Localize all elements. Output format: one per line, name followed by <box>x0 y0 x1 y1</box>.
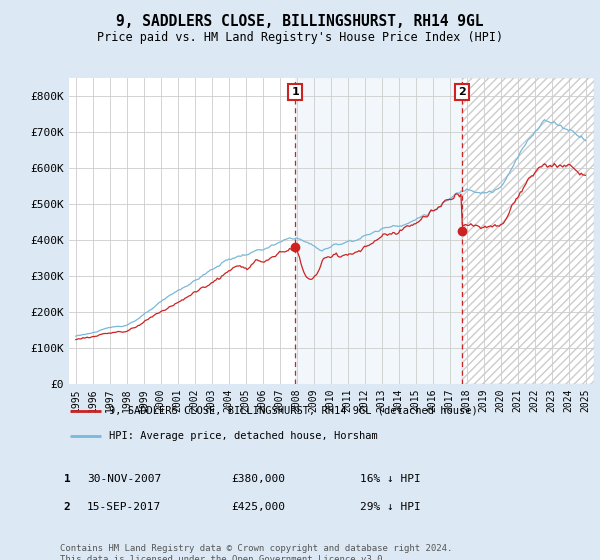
Text: £425,000: £425,000 <box>231 502 285 512</box>
Text: 9, SADDLERS CLOSE, BILLINGSHURST, RH14 9GL (detached house): 9, SADDLERS CLOSE, BILLINGSHURST, RH14 9… <box>109 406 478 416</box>
Text: 1: 1 <box>64 474 70 484</box>
Bar <box>295 78 461 384</box>
Text: HPI: Average price, detached house, Horsham: HPI: Average price, detached house, Hors… <box>109 431 378 441</box>
Text: Contains HM Land Registry data © Crown copyright and database right 2024.
This d: Contains HM Land Registry data © Crown c… <box>60 544 452 560</box>
Text: 16% ↓ HPI: 16% ↓ HPI <box>360 474 421 484</box>
Text: 9, SADDLERS CLOSE, BILLINGSHURST, RH14 9GL: 9, SADDLERS CLOSE, BILLINGSHURST, RH14 9… <box>116 14 484 29</box>
Bar <box>461 78 594 384</box>
Text: 29% ↓ HPI: 29% ↓ HPI <box>360 502 421 512</box>
Text: 2: 2 <box>458 87 466 97</box>
Text: 2: 2 <box>64 502 70 512</box>
Text: 15-SEP-2017: 15-SEP-2017 <box>87 502 161 512</box>
Text: £380,000: £380,000 <box>231 474 285 484</box>
Text: Price paid vs. HM Land Registry's House Price Index (HPI): Price paid vs. HM Land Registry's House … <box>97 31 503 44</box>
Text: 30-NOV-2007: 30-NOV-2007 <box>87 474 161 484</box>
Text: 1: 1 <box>292 87 299 97</box>
